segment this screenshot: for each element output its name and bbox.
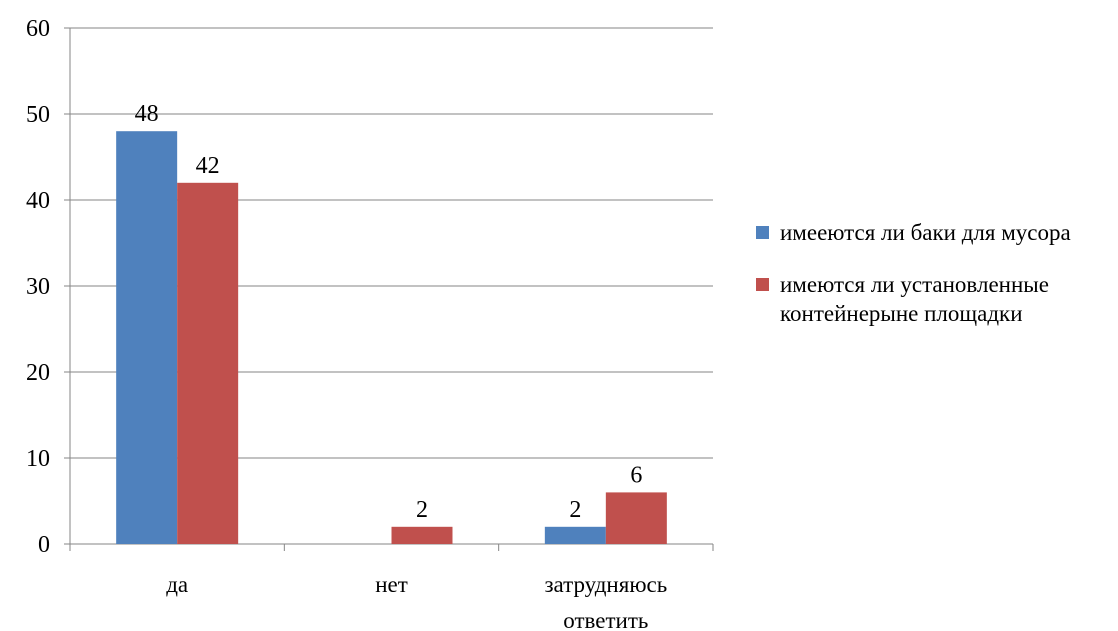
bars xyxy=(116,131,667,545)
x-tick-label: да xyxy=(166,572,188,597)
data-label: 48 xyxy=(135,101,159,127)
bar-series-2-2 xyxy=(605,492,667,544)
y-tick-label: 40 xyxy=(26,188,50,214)
bar-series-2-1 xyxy=(391,526,453,544)
data-label: 2 xyxy=(416,497,428,523)
y-tick-label: 50 xyxy=(26,102,50,128)
legend-swatch-series-2 xyxy=(756,278,769,291)
data-label: 2 xyxy=(569,497,581,523)
legend-label-series-1: имееются ли баки для мусора xyxy=(780,220,1071,245)
y-tick-label: 20 xyxy=(26,360,50,386)
data-label: 42 xyxy=(196,153,220,179)
legend-item-series-1: имееются ли баки для мусора xyxy=(754,218,1114,247)
x-tick-label: нет xyxy=(375,572,408,597)
x-tick-label: затрудняюсь ответить xyxy=(544,572,667,631)
y-tick-label: 60 xyxy=(26,16,50,42)
data-label: 6 xyxy=(630,462,642,488)
y-tick-label: 10 xyxy=(26,446,50,472)
legend-swatch-series-1 xyxy=(756,226,769,239)
legend: имееются ли баки для мусора имеются ли у… xyxy=(754,218,1114,351)
data-labels: 48 2 42 2 6 xyxy=(135,101,643,523)
bar-series-1-2 xyxy=(544,526,606,544)
y-tick-label: 0 xyxy=(38,532,50,558)
legend-label-series-2: имеются ли установленные контейнерыне пл… xyxy=(780,272,1049,326)
bar-series-2-0 xyxy=(177,182,239,545)
legend-item-series-2: имеются ли установленные контейнерыне пл… xyxy=(754,270,1114,328)
y-tick-label: 30 xyxy=(26,274,50,300)
axes: 0 10 20 30 40 50 60 да нет затрудняюсь ответить xyxy=(26,16,714,631)
bar-series-1-0 xyxy=(116,131,178,544)
